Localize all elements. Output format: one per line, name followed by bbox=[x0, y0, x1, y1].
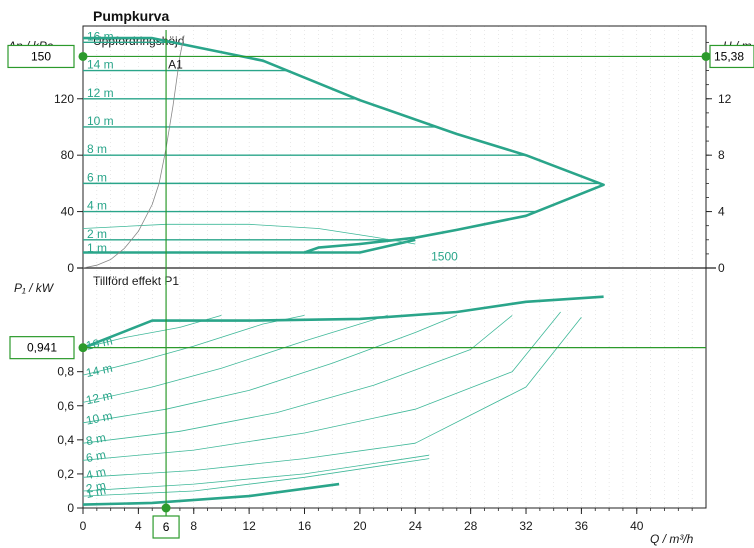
power-curve-8m bbox=[82, 315, 513, 444]
y-tick-label-right: 12 bbox=[718, 92, 732, 106]
head-label-12m: 12 m bbox=[87, 86, 114, 100]
x-tick-label: 4 bbox=[135, 519, 142, 533]
head-label-16m: 16 m bbox=[87, 29, 114, 43]
y-tick-label-power: 0,6 bbox=[57, 399, 74, 413]
op-flow-value: 6 bbox=[163, 520, 170, 534]
annotation-0: A1 bbox=[168, 57, 183, 71]
power-curve-2m bbox=[82, 454, 430, 492]
op-power-value: 0,941 bbox=[27, 341, 57, 355]
op-flow-value-box bbox=[152, 515, 180, 539]
x-tick-label: 40 bbox=[630, 519, 644, 533]
op-marker-head-left bbox=[78, 51, 88, 61]
min-power-curve bbox=[82, 482, 340, 506]
power-label-1m: 1 m bbox=[85, 483, 107, 501]
power-curve-10m bbox=[82, 315, 457, 424]
plot-area: 16 m14 m12 m10 m8 m6 m4 m2 m1 mA11500040… bbox=[7, 25, 754, 539]
power-curve-6m bbox=[82, 311, 561, 461]
y-tick-label-head: 120 bbox=[54, 92, 74, 106]
y-tick-label-head: 40 bbox=[61, 205, 75, 219]
power-label-2m: 2 m bbox=[85, 478, 107, 496]
op-head-right-value-box bbox=[709, 44, 754, 69]
plot-frame bbox=[82, 25, 707, 509]
min-head-curve bbox=[83, 238, 416, 254]
y-axis-title-power: P₁ / kW bbox=[14, 281, 55, 295]
op-marker-flow bbox=[161, 503, 171, 513]
annotation-1: 1500 bbox=[431, 250, 458, 264]
head-label-8m: 8 m bbox=[87, 142, 107, 156]
power-label-8m: 8 m bbox=[85, 430, 107, 448]
x-tick-label: 36 bbox=[575, 519, 589, 533]
op-head-right-value: 15,38 bbox=[714, 49, 744, 63]
op-head-value-box bbox=[7, 44, 75, 69]
x-axis-title: Q / m³/h bbox=[650, 532, 694, 546]
head-label-2m: 2 m bbox=[87, 227, 107, 241]
constant-speed-curve bbox=[82, 223, 416, 245]
op-marker-head-right bbox=[701, 51, 711, 61]
op-power-value-box bbox=[9, 336, 75, 360]
panel-label-power: Tillförd effekt P1 bbox=[93, 274, 179, 288]
y-tick-label-head: 80 bbox=[61, 148, 75, 162]
op-marker-power-left bbox=[78, 343, 88, 353]
y-tick-label-right: 0 bbox=[718, 261, 725, 275]
power-curve-12m bbox=[82, 315, 388, 403]
power-label-6m: 6 m bbox=[85, 447, 107, 465]
y-tick-label-power: 0 bbox=[67, 501, 74, 515]
head-label-6m: 6 m bbox=[87, 170, 107, 184]
power-label-12m: 12 m bbox=[85, 388, 114, 407]
x-tick-label: 20 bbox=[353, 519, 367, 533]
power-label-16m: 16 m bbox=[85, 334, 114, 353]
head-label-14m: 14 m bbox=[87, 58, 114, 72]
power-label-4m: 4 m bbox=[85, 464, 107, 482]
power-curve-4m bbox=[82, 316, 582, 478]
head-label-10m: 10 m bbox=[87, 114, 114, 128]
op-head-value: 150 bbox=[31, 49, 51, 63]
y-tick-label-right: 8 bbox=[718, 148, 725, 162]
head-label-4m: 4 m bbox=[87, 199, 107, 213]
x-tick-label: 12 bbox=[242, 519, 256, 533]
y-tick-label-head: 0 bbox=[67, 261, 74, 275]
x-tick-label: 0 bbox=[80, 519, 87, 533]
x-tick-label: 32 bbox=[519, 519, 533, 533]
y-tick-label-power: 0,8 bbox=[57, 365, 74, 379]
y-tick-label-right: 4 bbox=[718, 205, 725, 219]
x-tick-label: 16 bbox=[298, 519, 312, 533]
system-curve bbox=[82, 35, 185, 269]
y-tick-label-power: 0,2 bbox=[57, 467, 74, 481]
envelope-curve bbox=[83, 36, 605, 254]
power-label-10m: 10 m bbox=[85, 408, 114, 427]
chart-title: Pumpkurva bbox=[93, 8, 169, 24]
x-tick-label: 24 bbox=[409, 519, 423, 533]
y-tick-label-power: 0,4 bbox=[57, 433, 74, 447]
power-label-14m: 14 m bbox=[85, 361, 114, 380]
x-tick-label: 8 bbox=[190, 519, 197, 533]
power-curve-1m bbox=[82, 458, 430, 497]
max-power-curve bbox=[82, 295, 604, 350]
x-tick-label: 28 bbox=[464, 519, 478, 533]
